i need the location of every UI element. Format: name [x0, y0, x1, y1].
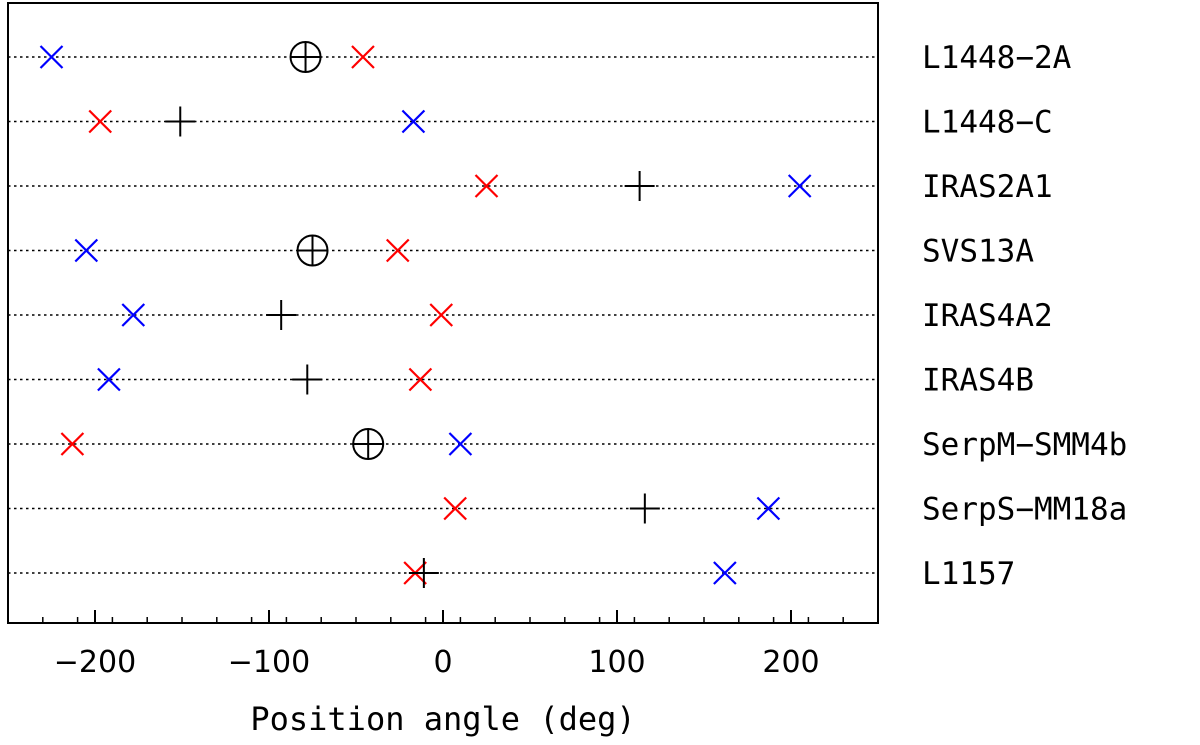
blueshifted-marker: [756, 496, 781, 521]
center-marker-plus: [266, 300, 297, 330]
redshifted-marker: [443, 496, 467, 521]
x-tick-label: 200: [762, 645, 819, 680]
blueshifted-marker-stroke-b: [74, 238, 99, 263]
x-axis: −200 −100 0 100 200: [7, 610, 879, 680]
blueshifted-marker: [74, 238, 99, 263]
blueshifted-marker-stroke-b: [756, 496, 781, 521]
source-row: [8, 234, 878, 267]
blueshifted-marker: [401, 109, 426, 134]
blueshifted-marker: [97, 367, 121, 392]
source-row: [8, 364, 878, 395]
source-label: L1157: [922, 556, 1015, 592]
blueshifted-marker-stroke-b: [39, 45, 64, 69]
source-label: SVS13A: [922, 234, 1034, 270]
source-label: L1448−2A: [922, 40, 1072, 76]
redshifted-marker: [60, 432, 85, 456]
center-marker-plus: [624, 171, 655, 201]
source-row: [8, 558, 878, 588]
x-tick-label: −100: [228, 645, 310, 680]
redshifted-marker-stroke-b: [385, 238, 410, 263]
x-tick-label: 0: [433, 645, 452, 680]
x-tick-label: 100: [588, 645, 645, 680]
blueshifted-marker: [448, 432, 473, 456]
source-label: IRAS4A2: [922, 298, 1053, 334]
source-label: IRAS4B: [922, 363, 1034, 399]
redshifted-marker-stroke-b: [88, 109, 112, 134]
center-marker-circle: [289, 41, 322, 73]
x-tick-label: −200: [54, 645, 136, 680]
center-marker-circle: [352, 428, 385, 460]
center-marker-circle: [296, 234, 329, 267]
blueshifted-marker-stroke-b: [713, 561, 737, 585]
source-row: [8, 41, 878, 73]
redshifted-marker: [429, 303, 454, 327]
redshifted-marker: [385, 238, 410, 263]
blueshifted-marker-stroke-b: [97, 367, 121, 392]
blueshifted-marker-stroke-b: [448, 432, 473, 456]
redshifted-marker: [88, 109, 112, 134]
source-row: [8, 493, 878, 524]
source-label: SerpS−MM18a: [922, 492, 1127, 528]
source-label: SerpM−SMM4b: [922, 427, 1127, 463]
blueshifted-marker: [713, 561, 737, 585]
source-label: L1448−C: [922, 105, 1053, 141]
source-row: [8, 171, 878, 201]
center-marker-plus: [629, 493, 660, 524]
redshifted-marker: [351, 45, 375, 69]
redshifted-marker-stroke-b: [351, 45, 375, 69]
redshifted-marker-stroke-b: [474, 174, 499, 198]
blueshifted-marker-stroke-b: [787, 174, 812, 198]
source-row: [8, 106, 878, 137]
source-row: [8, 300, 878, 330]
x-axis-label: Position angle (deg): [250, 700, 635, 738]
blueshifted-marker: [121, 303, 146, 327]
center-marker-plus: [165, 106, 196, 137]
redshifted-marker-stroke-b: [60, 432, 85, 456]
redshifted-marker-stroke-b: [429, 303, 454, 327]
center-marker-plus: [408, 558, 439, 588]
source-rows: [8, 41, 878, 588]
blueshifted-marker: [39, 45, 64, 69]
redshifted-marker-stroke-b: [408, 367, 433, 392]
blueshifted-marker-stroke-b: [121, 303, 146, 327]
redshifted-marker: [408, 367, 433, 392]
source-label: IRAS2A1: [922, 169, 1053, 205]
center-marker-plus: [292, 364, 323, 395]
redshifted-marker-stroke-b: [443, 496, 467, 521]
source-row: [8, 428, 878, 460]
redshifted-marker: [474, 174, 499, 198]
blueshifted-marker-stroke-b: [401, 109, 426, 134]
blueshifted-marker: [787, 174, 812, 198]
source-labels: L1448−2A L1448−C IRAS2A1 SVS13A IRAS4A2 IRAS4…: [922, 40, 1127, 592]
